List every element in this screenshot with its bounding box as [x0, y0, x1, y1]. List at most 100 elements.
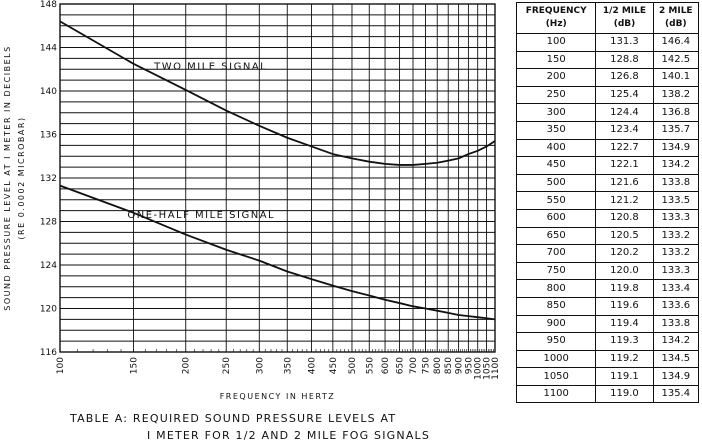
- x-tick-label: 100: [56, 357, 66, 374]
- table-row: 100 131.3 146.4: [515, 33, 700, 52]
- series-curve-half-mile: [59, 184, 496, 321]
- cell-frequency: 1000: [515, 350, 597, 369]
- cell-frequency: 550: [515, 191, 597, 210]
- cell-frequency: 500: [515, 174, 597, 193]
- cell-half-mile: 125.4: [595, 86, 654, 105]
- table-header-row: FREQUENCY (Hz) 1/2 MILE (dB) 2 MILE (dB): [515, 2, 700, 34]
- y-tick-label: 148: [40, 0, 57, 10]
- x-tick-label: 350: [283, 357, 293, 374]
- cell-frequency: 100: [515, 33, 597, 52]
- cell-two-mile: 134.2: [652, 332, 700, 351]
- col-header-two-mile: 2 MILE (dB): [652, 2, 700, 34]
- table-row: 300 124.4 136.8: [515, 103, 700, 122]
- table-row: 400 122.7 134.9: [515, 139, 700, 158]
- y-axis-subtitle: (RE 0.0002 MICROBAR): [17, 116, 26, 239]
- frequency-table: FREQUENCY (Hz) 1/2 MILE (dB) 2 MILE (dB) 10…: [515, 2, 700, 404]
- cell-half-mile: 126.8: [595, 68, 654, 87]
- x-tick-label: 500: [348, 357, 358, 374]
- cell-two-mile: 140.1: [652, 68, 700, 87]
- table-row: 800 119.8 133.4: [515, 279, 700, 298]
- sound-pressure-chart: 100 150 200 250 300 350 400 450 500 550 600 650 700 7…: [3, 0, 501, 401]
- cell-frequency: 400: [515, 139, 597, 158]
- x-tick-label: 200: [182, 357, 192, 374]
- cell-half-mile: 120.0: [595, 262, 654, 281]
- x-tick-label: 1050: [483, 357, 493, 380]
- x-tick-label: 250: [222, 357, 232, 374]
- table-row: 600 120.8 133.3: [515, 209, 700, 228]
- series-curve-two-mile: [59, 20, 496, 166]
- x-tick-label: 850: [444, 357, 454, 374]
- cell-two-mile: 133.8: [652, 315, 700, 334]
- x-tick-label: 550: [365, 357, 375, 374]
- y-tick-label: 116: [40, 348, 57, 358]
- table-row: 250 125.4 138.2: [515, 86, 700, 105]
- cell-two-mile: 134.2: [652, 156, 700, 175]
- cell-half-mile: 119.3: [595, 332, 654, 351]
- cell-frequency: 200: [515, 68, 597, 87]
- y-tick-label: 128: [40, 218, 57, 228]
- y-tick-label: 132: [40, 174, 57, 184]
- cell-two-mile: 134.9: [652, 367, 700, 386]
- cell-half-mile: 120.8: [595, 209, 654, 228]
- cell-frequency: 900: [515, 315, 597, 334]
- table-row: 550 121.2 133.5: [515, 191, 700, 210]
- series-label-half-mile: ONE-HALF MILE SIGNAL: [127, 210, 275, 221]
- chart-series: [59, 20, 496, 321]
- cell-half-mile: 121.2: [595, 191, 654, 210]
- cell-two-mile: 133.2: [652, 227, 700, 246]
- cell-half-mile: 119.0: [595, 385, 654, 404]
- table-row: 150 128.8 142.5: [515, 51, 700, 70]
- cell-two-mile: 134.5: [652, 350, 700, 369]
- col-header-frequency: FREQUENCY (Hz): [515, 2, 597, 34]
- cell-half-mile: 119.2: [595, 350, 654, 369]
- table-row: 1100 119.0 135.4: [515, 385, 700, 404]
- x-tick-label: 800: [433, 357, 443, 374]
- cell-frequency: 450: [515, 156, 597, 175]
- y-tick-label: 140: [40, 87, 57, 97]
- cell-frequency: 950: [515, 332, 597, 351]
- cell-half-mile: 131.3: [595, 33, 654, 52]
- chart-grid: [59, 3, 496, 353]
- cell-half-mile: 122.1: [595, 156, 654, 175]
- table-row: 650 120.5 133.2: [515, 227, 700, 246]
- cell-two-mile: 133.5: [652, 191, 700, 210]
- cell-half-mile: 119.8: [595, 279, 654, 298]
- y-tick-label: 120: [40, 305, 57, 315]
- caption-line-1: TABLE A: REQUIRED SOUND PRESSURE LEVELS …: [70, 412, 397, 425]
- cell-half-mile: 124.4: [595, 103, 654, 122]
- x-tick-label: 450: [329, 357, 339, 374]
- y-axis-title: SOUND PRESSURE LEVEL AT I METER IN DECIB…: [3, 45, 12, 310]
- x-tick-label: 400: [307, 357, 317, 374]
- cell-two-mile: 136.8: [652, 103, 700, 122]
- table-row: 750 120.0 133.3: [515, 262, 700, 281]
- cell-two-mile: 133.3: [652, 209, 700, 228]
- table-row: 200 126.8 140.1: [515, 68, 700, 87]
- x-tick-label: 600: [381, 357, 391, 374]
- x-tick-label: 700: [409, 357, 419, 374]
- table-caption: TABLE A: REQUIRED SOUND PRESSURE LEVELS …: [70, 410, 430, 444]
- cell-frequency: 800: [515, 279, 597, 298]
- cell-two-mile: 133.3: [652, 262, 700, 281]
- series-label-two-mile: TWO MILE SIGNAL: [153, 61, 267, 72]
- cell-frequency: 850: [515, 297, 597, 316]
- cell-two-mile: 135.7: [652, 121, 700, 140]
- cell-two-mile: 135.4: [652, 385, 700, 404]
- table-row: 1000 119.2 134.5: [515, 350, 700, 369]
- col-header-half-mile: 1/2 MILE (dB): [595, 2, 654, 34]
- table-row: 900 119.4 133.8: [515, 315, 700, 334]
- x-tick-label: 1100: [491, 357, 501, 380]
- x-tick-label: 150: [130, 357, 140, 374]
- cell-frequency: 1050: [515, 367, 597, 386]
- cell-half-mile: 119.6: [595, 297, 654, 316]
- x-tick-label: 300: [255, 357, 265, 374]
- table-row: 850 119.6 133.6: [515, 297, 700, 316]
- table-row: 1050 119.1 134.9: [515, 367, 700, 386]
- cell-half-mile: 122.7: [595, 139, 654, 158]
- cell-frequency: 750: [515, 262, 597, 281]
- x-tick-label: 1000: [474, 357, 484, 380]
- cell-frequency: 150: [515, 51, 597, 70]
- cell-two-mile: 138.2: [652, 86, 700, 105]
- table-row: 950 119.3 134.2: [515, 332, 700, 351]
- x-axis-title: FREQUENCY IN HERTZ: [220, 392, 336, 401]
- cell-half-mile: 121.6: [595, 174, 654, 193]
